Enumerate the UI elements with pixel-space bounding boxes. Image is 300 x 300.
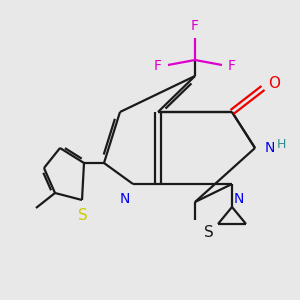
Text: H: H [277, 139, 286, 152]
Text: O: O [268, 76, 280, 92]
Text: F: F [154, 59, 162, 73]
Text: S: S [78, 208, 88, 223]
Text: F: F [191, 19, 199, 33]
Text: N: N [120, 192, 130, 206]
Text: S: S [204, 225, 214, 240]
Text: N: N [265, 141, 275, 155]
Text: N: N [234, 192, 244, 206]
Text: F: F [228, 59, 236, 73]
